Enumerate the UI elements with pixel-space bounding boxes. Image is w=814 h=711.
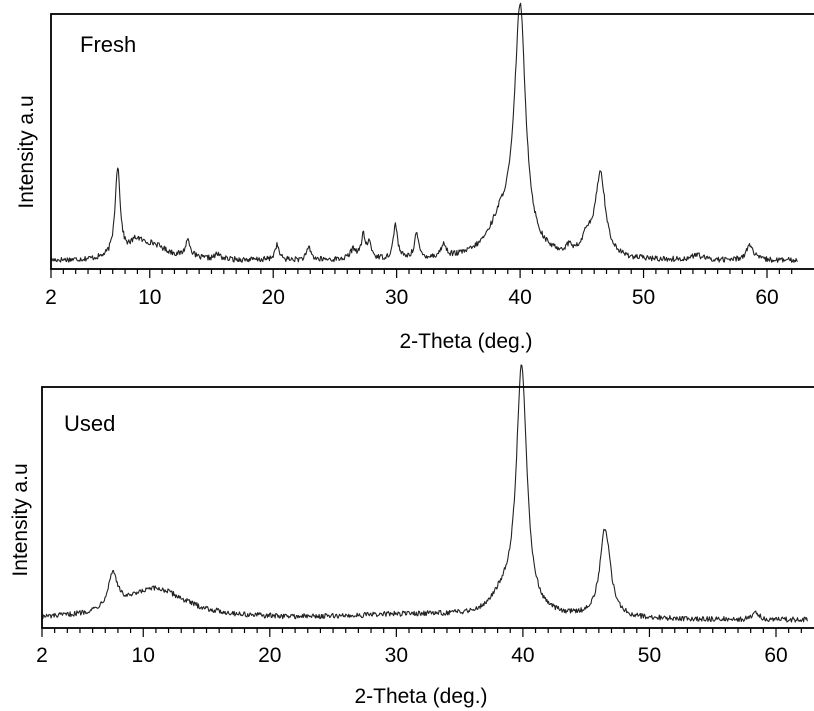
used-x-axis-label: 2-Theta (deg.) bbox=[354, 685, 487, 708]
used-panel: Used Intensity a.u 2 10 20 30 40 50 60 2-Theta… bbox=[9, 364, 814, 708]
used-x-ticks: 2 10 20 30 40 50 60 bbox=[36, 628, 802, 667]
used-trace-group bbox=[41, 364, 808, 623]
fresh-tick-label-40: 40 bbox=[508, 286, 531, 309]
fresh-panel-label: Fresh bbox=[80, 32, 136, 57]
fresh-xrd-trace bbox=[50, 2, 798, 263]
used-plot-frame bbox=[41, 386, 814, 629]
used-tick-label-2: 2 bbox=[36, 644, 48, 667]
fresh-x-ticks: 2 10 20 30 40 50 60 bbox=[45, 269, 793, 309]
fresh-tick-label-10: 10 bbox=[138, 286, 161, 309]
used-panel-label: Used bbox=[64, 411, 115, 436]
fresh-tick-label-2: 2 bbox=[45, 286, 57, 309]
fresh-tick-label-60: 60 bbox=[755, 286, 778, 309]
fresh-tick-label-30: 30 bbox=[385, 286, 408, 309]
fresh-tick-label-50: 50 bbox=[632, 286, 655, 309]
used-tick-label-40: 40 bbox=[511, 644, 534, 667]
used-y-axis-label: Intensity a.u bbox=[9, 463, 32, 576]
fresh-x-axis-label: 2-Theta (deg.) bbox=[399, 330, 532, 353]
used-tick-label-10: 10 bbox=[132, 644, 155, 667]
fresh-trace-group bbox=[50, 2, 798, 263]
fresh-panel: Fresh Intensity a.u 2 10 20 30 40 50 60 2-Thet… bbox=[15, 2, 814, 353]
fresh-plot-frame bbox=[50, 13, 814, 270]
fresh-tick-label-20: 20 bbox=[262, 286, 285, 309]
used-tick-label-20: 20 bbox=[258, 644, 281, 667]
used-xrd-trace bbox=[41, 364, 808, 623]
fresh-y-axis-label: Intensity a.u bbox=[15, 95, 38, 208]
used-tick-label-60: 60 bbox=[764, 644, 787, 667]
used-tick-label-50: 50 bbox=[638, 644, 661, 667]
used-tick-label-30: 30 bbox=[385, 644, 408, 667]
